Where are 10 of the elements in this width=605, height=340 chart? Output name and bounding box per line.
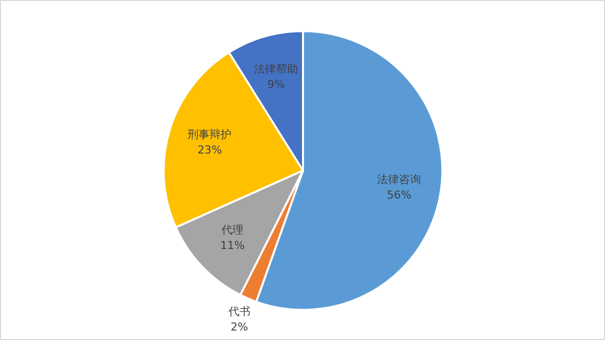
data-label: 56%	[386, 188, 412, 202]
slice-label: 法律帮助	[254, 62, 298, 76]
slice-label: 代理	[220, 224, 244, 237]
slice-label: 刑事辩护	[188, 128, 232, 141]
slice-label: 代书	[227, 304, 250, 318]
slice-label: 法律咨询	[377, 172, 422, 186]
data-label: 23%	[197, 143, 222, 156]
data-label: 2%	[230, 320, 248, 334]
data-label: 9%	[267, 78, 285, 92]
data-label: 11%	[220, 239, 245, 252]
